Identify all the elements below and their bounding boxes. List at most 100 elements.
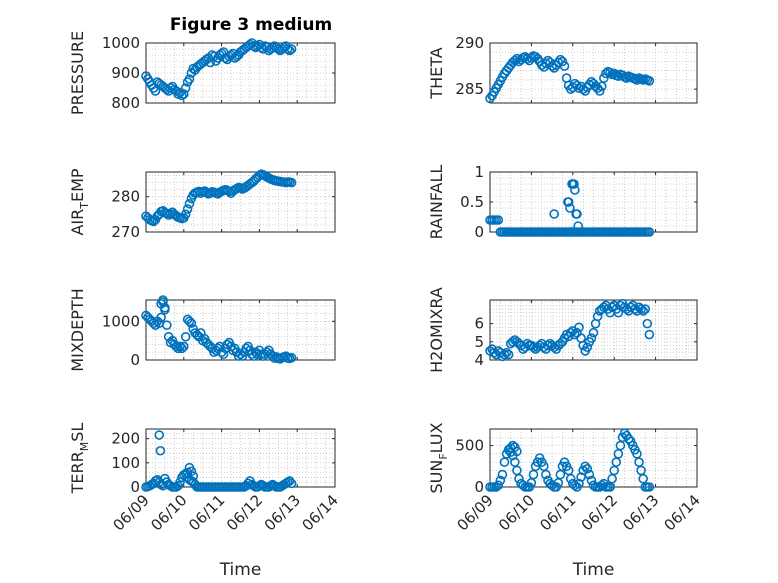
data-point bbox=[526, 52, 537, 63]
data-point bbox=[644, 482, 655, 492]
data-point bbox=[180, 209, 191, 220]
data-point bbox=[582, 342, 593, 353]
x-axis-label: Time bbox=[572, 560, 615, 580]
data-point bbox=[186, 318, 197, 329]
y-axis-label: H2OMIXRA bbox=[427, 287, 446, 373]
data-point bbox=[573, 221, 583, 231]
y-tick-label: 280 bbox=[111, 188, 140, 206]
data-point bbox=[559, 61, 570, 71]
y-axis-label: RAINFALL bbox=[427, 165, 446, 240]
data-point bbox=[584, 469, 595, 480]
data-point bbox=[503, 349, 514, 360]
data-point bbox=[565, 473, 576, 484]
data-point bbox=[574, 322, 584, 333]
y-tick-label: 270 bbox=[111, 223, 140, 241]
data-point bbox=[182, 204, 193, 214]
data-point bbox=[180, 83, 191, 93]
data-point bbox=[184, 198, 195, 209]
y-axis-label: TERRMSL bbox=[68, 423, 91, 495]
data-point bbox=[582, 463, 593, 474]
y-tick-label: 200 bbox=[111, 430, 140, 448]
data-point bbox=[156, 312, 166, 323]
data-point bbox=[154, 430, 165, 440]
subplot-6: 456 H2OMIXRA bbox=[427, 287, 698, 373]
data-point bbox=[499, 457, 510, 467]
subplot-5: 0 1000 MIXDEPTH bbox=[68, 288, 336, 372]
subplot-4: 0 0.5 1 RAINFALL bbox=[427, 163, 698, 241]
y-tick-label: 0 bbox=[474, 478, 484, 496]
x-tick-label: 06/10 bbox=[147, 491, 190, 534]
y-tick-label: 0 bbox=[130, 478, 140, 496]
data-point bbox=[642, 318, 653, 329]
y-tick-label: 100 bbox=[111, 454, 140, 472]
data-point bbox=[491, 482, 502, 492]
x-tick-label: 06/11 bbox=[185, 491, 228, 534]
x-tick-label: 06/13 bbox=[619, 491, 662, 534]
data-point bbox=[580, 461, 591, 472]
data-point bbox=[218, 349, 229, 359]
y-tick-label: 0 bbox=[474, 223, 484, 241]
y-tick-label: 6 bbox=[474, 315, 484, 333]
data-point bbox=[588, 327, 599, 338]
data-point bbox=[493, 480, 504, 491]
data-point bbox=[184, 74, 195, 84]
data-point bbox=[541, 469, 551, 480]
data-point bbox=[495, 475, 506, 486]
data-point bbox=[565, 203, 575, 213]
data-point bbox=[644, 227, 655, 237]
data-point bbox=[282, 44, 293, 54]
data-point bbox=[528, 469, 539, 480]
y-axis-label: THETA bbox=[427, 47, 446, 99]
data-point bbox=[565, 227, 576, 237]
subplot-1: 800 900 1000 PRESSURE bbox=[68, 31, 336, 115]
x-tick-label: 06/13 bbox=[261, 491, 304, 534]
data-point bbox=[286, 44, 297, 54]
axes-box bbox=[489, 42, 698, 104]
x-tick-label: 06/11 bbox=[536, 491, 579, 534]
data-point bbox=[555, 54, 566, 65]
data-point bbox=[286, 352, 297, 363]
data-point bbox=[586, 333, 597, 343]
data-point bbox=[186, 466, 197, 477]
data-point bbox=[615, 440, 626, 451]
data-point bbox=[599, 73, 609, 83]
subplot-3: 270 280 AIRTEMP bbox=[68, 168, 336, 241]
y-tick-label: 800 bbox=[111, 94, 140, 112]
data-point bbox=[510, 55, 520, 66]
x-tick-label: 06/09 bbox=[110, 491, 153, 534]
data-point bbox=[188, 471, 199, 481]
y-axis-label: PRESSURE bbox=[68, 31, 87, 115]
y-axis-label: MIXDEPTH bbox=[68, 288, 87, 371]
data-point bbox=[549, 209, 559, 219]
subplot-2: 285 290 THETA bbox=[427, 34, 698, 104]
axes-box bbox=[489, 428, 698, 488]
data-point bbox=[528, 342, 539, 353]
data-point bbox=[175, 341, 185, 352]
y-axis-label: SUNFLUX bbox=[427, 422, 450, 493]
data-point bbox=[497, 469, 508, 480]
y-tick-label: 1 bbox=[474, 163, 484, 181]
data-point bbox=[636, 304, 646, 314]
data-point bbox=[592, 311, 603, 322]
y-tick-label: 5 bbox=[474, 333, 484, 351]
data-point bbox=[586, 475, 597, 486]
data-point bbox=[607, 473, 617, 484]
y-tick-label: 0 bbox=[130, 351, 140, 369]
data-point bbox=[638, 306, 648, 316]
y-tick-label: 285 bbox=[455, 80, 484, 98]
x-tick-label: 06/09 bbox=[454, 491, 497, 534]
data-point bbox=[284, 476, 295, 486]
x-tick-label: 06/10 bbox=[495, 491, 538, 534]
x-tick-label: 06/14 bbox=[661, 491, 704, 534]
data-point bbox=[634, 457, 644, 467]
data-point bbox=[623, 434, 634, 444]
data-point bbox=[574, 478, 584, 489]
data-point bbox=[284, 45, 295, 56]
y-tick-label: 290 bbox=[455, 34, 484, 52]
data-point bbox=[173, 343, 183, 354]
data-point bbox=[570, 185, 580, 195]
data-point bbox=[640, 304, 651, 314]
